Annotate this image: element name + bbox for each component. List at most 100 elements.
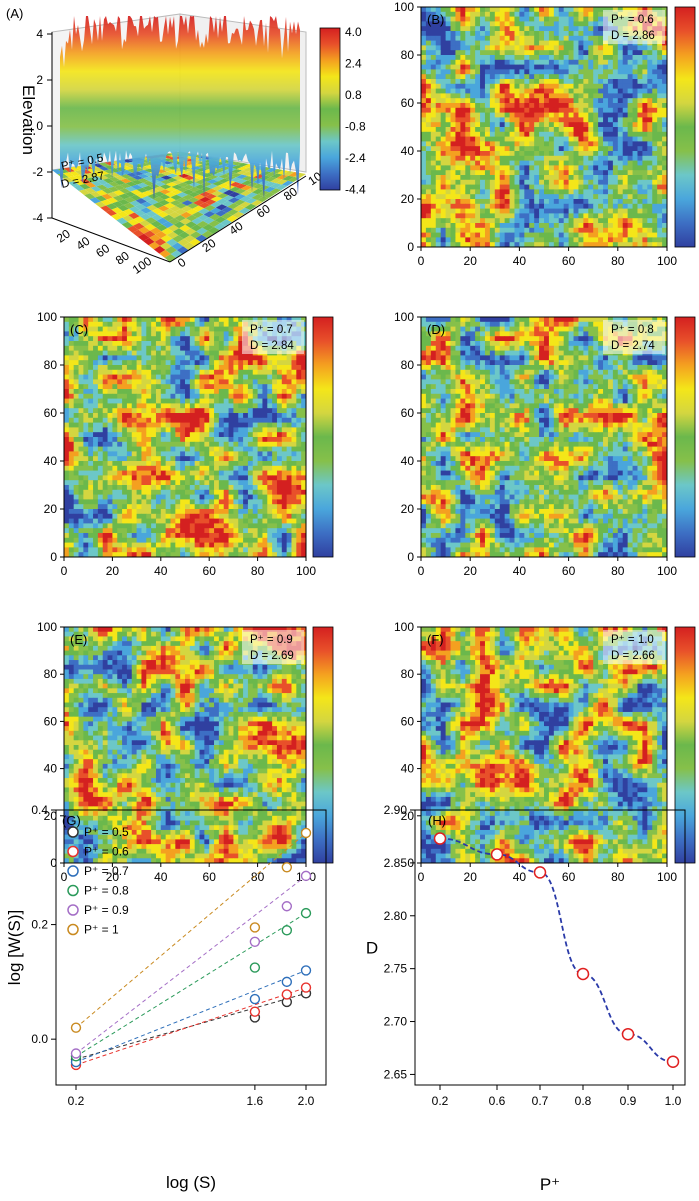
- y-tick-label: 60: [401, 96, 415, 110]
- y-tick-label: 2.80: [384, 909, 408, 923]
- plot-frame: [420, 316, 668, 558]
- y-tick-label: 20: [401, 192, 415, 206]
- data-point: [281, 976, 293, 988]
- z-tick-label: 4: [36, 27, 43, 41]
- y-tick-label: 40: [401, 762, 415, 776]
- data-point: [281, 989, 293, 1000]
- x-tick-label: 60: [562, 564, 576, 578]
- x-tick-label: 80: [251, 564, 265, 578]
- data-point: [490, 848, 504, 861]
- x-tick-label: 20: [106, 564, 120, 578]
- heatmap-cells: [64, 627, 307, 864]
- d-value-label: D = 2.69: [250, 650, 294, 662]
- x-tick-label: 20: [464, 870, 478, 884]
- z-tick-label: -2: [32, 165, 43, 179]
- colorbar: [312, 316, 334, 558]
- y-tick-label: 40: [44, 762, 58, 776]
- x-axis-title: P⁺: [540, 1175, 560, 1194]
- plot-frame: [55, 809, 327, 1086]
- y-tick-label: 0: [407, 550, 414, 564]
- heatmap-cells: [64, 317, 307, 558]
- y-axis: [169, 175, 307, 263]
- y-tick-label: 100: [394, 310, 414, 324]
- x-tick-label: 80: [611, 254, 625, 268]
- fit-line: [75, 987, 307, 1066]
- panel-g-scatter: 0.2 1.6 2.0 0.4 0.2 0.0 P⁺ = 0.5 P⁺ = 0.6 P⁺ = 0…: [5, 803, 327, 1192]
- y-tick-label: 20: [401, 502, 415, 516]
- x-tick-label: 100: [657, 564, 677, 578]
- info-box: [603, 10, 665, 44]
- y-tick-label: 0: [407, 240, 414, 254]
- x-axis-title: log (S): [166, 1173, 216, 1192]
- fit-line: [75, 832, 307, 1029]
- x-tick-label: 60: [562, 870, 576, 884]
- data-point: [300, 870, 312, 882]
- colorbar-tick-label: -0.8: [345, 120, 366, 134]
- d-value-label: D = 2.66: [611, 650, 655, 662]
- p-value-label: P⁺ = 0.8: [611, 324, 654, 336]
- y-tick-label: 2.85: [384, 856, 408, 870]
- panel-label: (E): [70, 632, 87, 647]
- data-point: [300, 907, 312, 919]
- x-tick-label: 80: [611, 870, 625, 884]
- y-tick-label: 0: [50, 856, 57, 870]
- x-tick-label: 20: [464, 564, 478, 578]
- y-tick-label: 80: [401, 48, 415, 62]
- x-tick-label: 60: [562, 254, 576, 268]
- x-tick-label: 100: [296, 564, 316, 578]
- data-point: [249, 962, 261, 973]
- x-tick-label: 100: [130, 254, 155, 277]
- data-point: [281, 901, 293, 912]
- data-point: [70, 1022, 82, 1033]
- legend-label: P⁺ = 0.9: [84, 903, 129, 917]
- legend-label: P⁺ = 0.5: [84, 825, 129, 839]
- plot-frame: [420, 6, 668, 248]
- z-tick-label: 0: [36, 119, 43, 133]
- heatmap-panel-b: 00 20 20 40 40 60 60 80 80 100 100 P⁺ = 0.6 D = 2.86…: [394, 0, 696, 268]
- y-tick-label: 2.90: [384, 803, 408, 817]
- y-tick-label: 0.0: [31, 1032, 48, 1046]
- x-axis: [51, 217, 171, 263]
- panel-label: (A): [6, 6, 23, 21]
- panel-label: (G): [62, 813, 81, 828]
- info-box: [242, 320, 304, 354]
- y-tick-label: 40: [401, 144, 415, 158]
- x-tick-label: 0: [61, 564, 68, 578]
- plot-frame: [63, 626, 307, 864]
- y-tick-label: 60: [44, 406, 58, 420]
- colorbar-tick-label: 0.8: [345, 88, 362, 102]
- d-value-label: D = 2.84: [250, 340, 294, 352]
- p-value-label: P⁺ = 0.9: [250, 634, 293, 646]
- legend-marker: [67, 923, 79, 936]
- colorbar-tick-label: 4.0: [345, 25, 362, 39]
- y-tick-label: 40: [401, 454, 415, 468]
- z-tick-label: 2: [36, 73, 43, 87]
- data-point: [281, 862, 293, 873]
- x-tick-label: 1.6: [247, 1094, 264, 1108]
- p-value-label: P⁺ = 0.6: [611, 14, 654, 26]
- y-tick-label: 2.70: [384, 1015, 408, 1029]
- x-tick-label: 2.0: [298, 1094, 315, 1108]
- heatmap-panel-c: 00 20 20 40 40 60 60 80 80 100 100 P⁺ = 0.7 D = 2.84…: [37, 310, 334, 578]
- data-point: [249, 1006, 261, 1017]
- y-tick-label: 2.75: [384, 962, 408, 976]
- plot-frame: [420, 626, 668, 864]
- panel-label: (F): [427, 632, 444, 647]
- legend-label: P⁺ = 0.8: [84, 884, 129, 898]
- data-point: [249, 993, 261, 1005]
- y-axis-title: log [W(S)]: [5, 910, 24, 986]
- fit-line: [75, 912, 307, 1057]
- fit-line: [75, 969, 307, 1063]
- y-tick-label: 80: [401, 358, 415, 372]
- data-point: [300, 827, 312, 839]
- legend-marker: [67, 865, 79, 877]
- panel-label: (C): [70, 322, 88, 337]
- colorbar-tick-label: -2.4: [345, 151, 366, 165]
- y-tick-label: 0.2: [31, 918, 48, 932]
- colorbar-tick-label: 2.4: [345, 57, 362, 71]
- x-tick-label: 40: [154, 870, 168, 884]
- x-tick-label: 0.9: [620, 1094, 637, 1108]
- legend-label: P⁺ = 0.6: [84, 845, 129, 859]
- data-point: [300, 982, 312, 993]
